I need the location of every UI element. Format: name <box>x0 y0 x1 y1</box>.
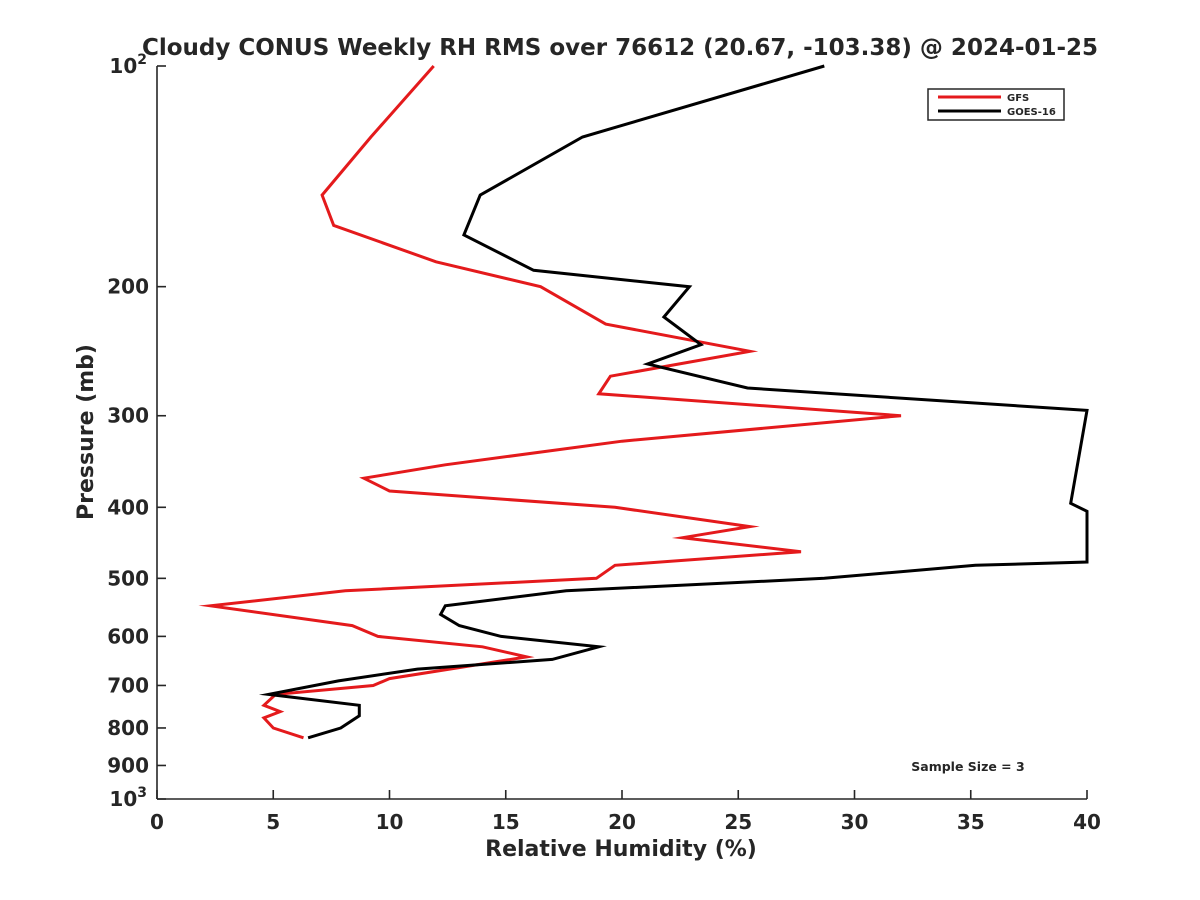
x-tick-label: 10 <box>376 810 404 834</box>
y-axis-ticks: 102 200 300 400 500 600 700 800 900 103 <box>107 52 166 811</box>
y-tick-label: 800 <box>107 716 149 740</box>
series-layer <box>198 64 1089 740</box>
y-tick-label: 300 <box>107 404 149 428</box>
series-line-gfs <box>198 65 902 740</box>
series-line-goes16 <box>258 64 1089 740</box>
x-tick-label: 20 <box>608 810 636 834</box>
x-axis-label: Relative Humidity (%) <box>485 837 757 862</box>
x-tick-label: 15 <box>492 810 520 834</box>
x-tick-label: 35 <box>957 810 985 834</box>
y-tick-label: 400 <box>107 495 149 519</box>
legend-goes16-label: GOES-16 <box>1007 107 1056 118</box>
plot-area <box>157 66 1087 799</box>
y-tick-label: 200 <box>107 275 149 299</box>
sample-size-annotation: Sample Size = 3 <box>911 759 1024 774</box>
x-axis-ticks: 0 5 10 15 20 25 30 35 40 <box>150 790 1101 834</box>
y-tick-label: 500 <box>107 566 149 590</box>
y-tick-label: 600 <box>107 624 149 648</box>
x-tick-label: 30 <box>841 810 869 834</box>
legend: GFS GOES-16 <box>927 88 1065 121</box>
y-tick-label: 102 <box>109 52 147 78</box>
x-tick-label: 40 <box>1073 810 1101 834</box>
x-tick-label: 25 <box>724 810 752 834</box>
legend-box <box>927 88 1065 121</box>
y-tick-label: 103 <box>109 785 147 811</box>
y-tick-label: 900 <box>107 753 149 777</box>
chart-title: Cloudy CONUS Weekly RH RMS over 76612 (2… <box>142 35 1098 61</box>
x-tick-label: 5 <box>266 810 280 834</box>
legend-gfs-label: GFS <box>1007 93 1029 104</box>
x-tick-label: 0 <box>150 810 164 834</box>
y-axis-label: Pressure (mb) <box>74 344 99 520</box>
y-tick-label: 700 <box>107 673 149 697</box>
